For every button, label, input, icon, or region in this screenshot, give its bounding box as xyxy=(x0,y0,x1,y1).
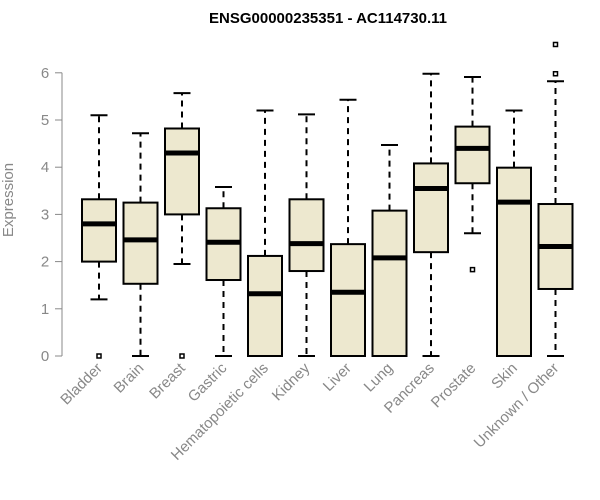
outlier-point xyxy=(96,353,102,359)
outlier-point xyxy=(179,353,185,359)
chart-title: ENSG00000235351 - AC114730.11 xyxy=(209,10,447,27)
boxes-group xyxy=(81,41,574,359)
box-bladder xyxy=(81,114,117,359)
box-unknown-other xyxy=(537,41,574,357)
y-tick-label: 3 xyxy=(41,206,49,223)
x-tick-label: Lung xyxy=(361,360,397,396)
box-breast xyxy=(164,92,200,359)
x-tick-label: Breast xyxy=(146,359,189,402)
iqr-box xyxy=(454,125,491,185)
x-tick-label: Brain xyxy=(111,360,148,397)
box-prostate xyxy=(454,76,491,273)
iqr-box xyxy=(496,166,532,357)
x-tick-label: Kidney xyxy=(269,359,314,404)
iqr-box xyxy=(122,201,159,285)
box-kidney xyxy=(288,113,325,357)
box-hematopoietic-cells xyxy=(247,109,283,358)
outlier-point xyxy=(552,70,559,77)
y-axis-label: Expression xyxy=(0,163,17,237)
outlier-point xyxy=(552,41,559,48)
x-tick-label: Bladder xyxy=(57,360,106,409)
y-tick-label: 4 xyxy=(41,159,49,176)
x-tick-label: Prostate xyxy=(428,360,480,412)
y-tick-label: 0 xyxy=(41,348,49,365)
box-lung xyxy=(371,144,408,357)
y-tick-label: 1 xyxy=(41,301,49,318)
y-tick-label: 5 xyxy=(41,112,49,129)
y-tick-label: 2 xyxy=(41,254,49,271)
box-skin xyxy=(496,109,532,357)
box-pancreas xyxy=(413,72,449,357)
box-brain xyxy=(122,132,159,357)
outlier-point xyxy=(469,266,476,273)
iqr-box xyxy=(247,254,283,358)
y-tick-label: 6 xyxy=(41,65,49,82)
iqr-box xyxy=(288,198,325,273)
iqr-box xyxy=(164,127,200,216)
box-liver xyxy=(330,98,366,357)
box-gastric xyxy=(205,186,242,357)
iqr-box xyxy=(371,209,408,357)
iqr-box xyxy=(330,243,366,357)
x-tick-label: Liver xyxy=(320,360,355,395)
y-axis: 0 1 2 3 4 5 6 xyxy=(41,65,63,365)
x-tick-label: Skin xyxy=(488,360,521,393)
iqr-box xyxy=(413,162,449,254)
iqr-box xyxy=(81,198,117,263)
